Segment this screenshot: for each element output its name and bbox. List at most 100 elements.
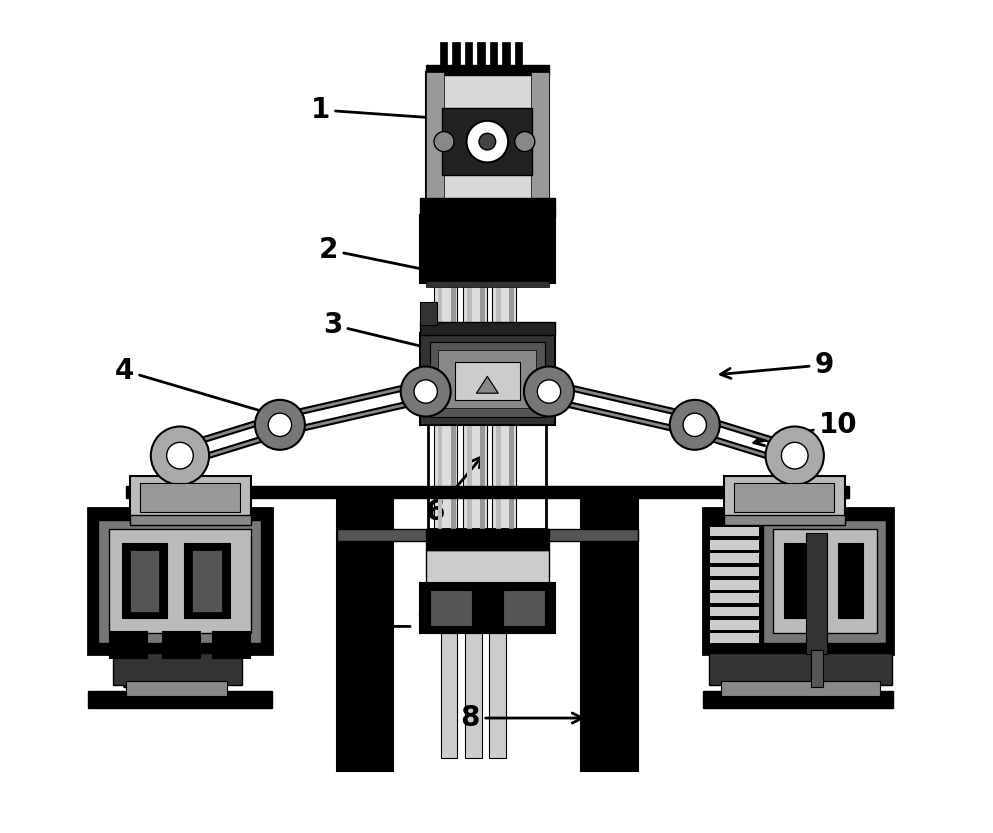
Bar bbox=[420, 583, 555, 633]
Bar bbox=[88, 691, 272, 708]
Bar bbox=[434, 283, 458, 529]
Bar bbox=[426, 550, 549, 583]
Bar bbox=[734, 483, 834, 512]
Bar bbox=[490, 42, 497, 68]
Bar bbox=[126, 486, 849, 498]
Bar bbox=[193, 550, 221, 612]
Bar bbox=[509, 283, 514, 529]
Bar bbox=[838, 543, 863, 618]
Text: 5: 5 bbox=[120, 621, 216, 695]
Bar bbox=[438, 350, 536, 408]
Bar bbox=[113, 653, 242, 685]
Bar bbox=[451, 283, 456, 529]
Bar bbox=[709, 606, 759, 616]
Bar bbox=[337, 496, 393, 771]
Bar bbox=[463, 283, 487, 529]
Bar bbox=[465, 42, 473, 68]
Bar bbox=[496, 283, 500, 529]
Bar bbox=[480, 283, 485, 529]
Bar bbox=[426, 72, 549, 204]
Bar bbox=[337, 529, 638, 541]
Bar bbox=[212, 631, 250, 658]
Circle shape bbox=[537, 380, 561, 403]
Bar bbox=[430, 342, 545, 416]
Bar bbox=[811, 650, 823, 687]
Bar bbox=[420, 215, 555, 283]
Bar bbox=[709, 579, 759, 590]
Bar bbox=[122, 543, 168, 618]
Circle shape bbox=[766, 426, 824, 485]
Circle shape bbox=[514, 132, 535, 152]
Bar bbox=[88, 508, 272, 654]
Bar bbox=[709, 592, 759, 603]
Circle shape bbox=[268, 413, 292, 436]
Bar bbox=[709, 539, 759, 550]
Bar bbox=[420, 198, 555, 217]
Bar bbox=[763, 520, 887, 643]
Bar bbox=[438, 283, 442, 529]
Bar bbox=[426, 529, 549, 550]
Bar bbox=[455, 362, 519, 400]
Bar bbox=[709, 566, 759, 576]
Bar bbox=[184, 543, 230, 618]
Circle shape bbox=[669, 400, 720, 450]
Bar bbox=[420, 322, 555, 335]
Text: 1: 1 bbox=[311, 96, 470, 125]
Circle shape bbox=[167, 442, 194, 469]
Text: 10: 10 bbox=[754, 411, 858, 446]
Text: 2: 2 bbox=[319, 236, 453, 278]
Bar bbox=[440, 42, 448, 68]
Bar bbox=[709, 526, 759, 536]
Text: 9: 9 bbox=[721, 351, 834, 379]
Text: 4: 4 bbox=[115, 357, 274, 416]
Bar bbox=[468, 283, 472, 529]
Circle shape bbox=[479, 133, 496, 150]
Bar bbox=[709, 653, 892, 685]
Circle shape bbox=[255, 400, 305, 450]
Bar bbox=[441, 633, 458, 758]
Circle shape bbox=[434, 132, 454, 152]
Bar bbox=[162, 631, 200, 658]
Polygon shape bbox=[477, 377, 498, 393]
Circle shape bbox=[781, 442, 808, 469]
Bar bbox=[774, 529, 877, 633]
Bar bbox=[709, 619, 759, 630]
Bar bbox=[109, 529, 251, 633]
Bar bbox=[420, 302, 437, 325]
Bar bbox=[442, 108, 532, 175]
Bar bbox=[426, 281, 549, 287]
Bar bbox=[109, 631, 148, 658]
Bar bbox=[783, 543, 821, 618]
Bar bbox=[130, 550, 159, 612]
Bar bbox=[420, 333, 555, 425]
Text: 7: 7 bbox=[365, 612, 435, 641]
Bar bbox=[582, 496, 638, 771]
Bar bbox=[703, 691, 893, 708]
Circle shape bbox=[151, 426, 210, 485]
Bar bbox=[130, 476, 251, 518]
Bar bbox=[465, 633, 482, 758]
Circle shape bbox=[401, 367, 451, 416]
Bar bbox=[703, 508, 893, 654]
Text: 6: 6 bbox=[425, 456, 482, 526]
Bar bbox=[724, 476, 845, 518]
Bar bbox=[426, 72, 444, 204]
Bar bbox=[478, 42, 485, 68]
Bar bbox=[514, 42, 522, 68]
Bar bbox=[493, 283, 515, 529]
Circle shape bbox=[524, 367, 574, 416]
Bar bbox=[530, 72, 549, 204]
Bar bbox=[502, 42, 509, 68]
Bar bbox=[126, 681, 227, 696]
Bar bbox=[426, 65, 549, 75]
Text: 3: 3 bbox=[323, 311, 441, 353]
Text: 11: 11 bbox=[758, 646, 836, 695]
Bar bbox=[709, 632, 759, 643]
Bar bbox=[140, 483, 240, 512]
Bar bbox=[453, 42, 460, 68]
Circle shape bbox=[414, 380, 437, 403]
Bar bbox=[724, 515, 845, 525]
Text: 8: 8 bbox=[461, 704, 582, 732]
Bar bbox=[430, 590, 472, 626]
Bar bbox=[503, 590, 545, 626]
